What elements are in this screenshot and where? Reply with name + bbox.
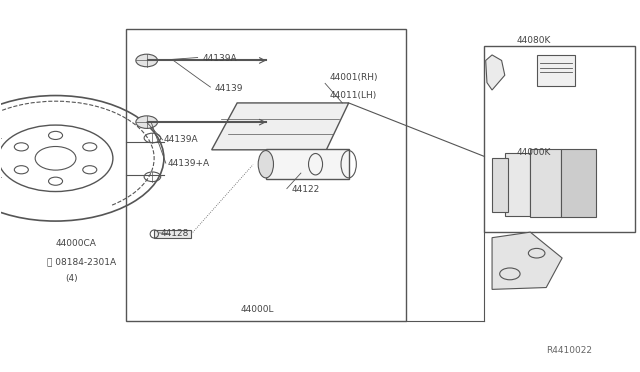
Circle shape <box>136 116 157 128</box>
Text: 44139A: 44139A <box>164 135 198 144</box>
Bar <box>505 153 531 215</box>
Bar <box>531 149 561 217</box>
Bar <box>537 55 575 86</box>
Text: 44128: 44128 <box>161 230 189 238</box>
Bar <box>492 158 508 212</box>
Text: 44000K: 44000K <box>516 148 550 157</box>
Polygon shape <box>492 232 562 289</box>
Text: 44001(RH): 44001(RH) <box>330 73 378 81</box>
Text: 44139+A: 44139+A <box>167 159 209 169</box>
Polygon shape <box>486 55 505 90</box>
Text: 44011(LH): 44011(LH) <box>330 91 377 100</box>
Bar <box>125 29 406 321</box>
Ellipse shape <box>258 151 273 178</box>
Bar <box>266 149 349 179</box>
Bar <box>561 149 596 217</box>
Text: 44080K: 44080K <box>516 36 550 45</box>
Text: 44139: 44139 <box>215 84 243 93</box>
Text: (4): (4) <box>65 274 77 283</box>
Text: R4410022: R4410022 <box>546 346 592 355</box>
Text: 44139A: 44139A <box>202 54 237 63</box>
Bar <box>154 230 191 238</box>
Text: 44000L: 44000L <box>241 305 274 314</box>
Polygon shape <box>212 103 349 150</box>
Text: Ⓑ 08184-2301A: Ⓑ 08184-2301A <box>47 257 116 266</box>
Text: 44000CA: 44000CA <box>56 239 97 248</box>
Text: 44122: 44122 <box>291 185 319 194</box>
Circle shape <box>136 54 157 67</box>
Bar <box>484 46 636 232</box>
